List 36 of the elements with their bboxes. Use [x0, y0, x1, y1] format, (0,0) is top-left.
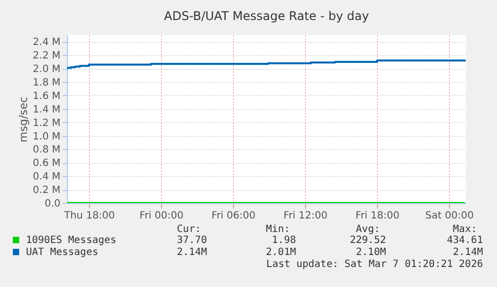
x-tick-label: Fri 18:00	[356, 210, 400, 222]
text: 2.10M	[356, 247, 386, 258]
legend-label: 1090ES Messages	[26, 235, 116, 246]
y-tick-label: 0.8 M	[32, 144, 60, 156]
text: Avg:	[356, 224, 380, 235]
text: Min:	[266, 224, 290, 235]
legend-label: UAT Messages	[26, 247, 98, 258]
y-tick-label: 1.0 M	[32, 131, 60, 142]
y-tick-label: 2.0 M	[32, 64, 60, 76]
y-tick-label: 1.4 M	[32, 104, 60, 116]
x-tick-label: Sat 00:00	[425, 210, 474, 222]
x-tick-label: Fri 06:00	[212, 210, 256, 222]
y-tick-label: 1.8 M	[32, 78, 60, 89]
text: 2.01M	[266, 247, 296, 258]
text: Last update: Sat Mar 7 01:20:21 2026	[266, 259, 483, 270]
x-tick-label: Fri 00:00	[140, 210, 184, 222]
text: Cur:	[176, 224, 201, 235]
text: 434.61	[446, 235, 483, 246]
text: 2.14M	[176, 247, 207, 258]
y-tick-label: 0.2 M	[32, 185, 60, 196]
y-tick-label: 2.4 M	[32, 37, 60, 48]
text: Max:	[452, 224, 477, 235]
text: 229.52	[350, 235, 386, 246]
text: 1.98	[272, 235, 296, 246]
text: 37.70	[176, 235, 207, 246]
text: 2.14M	[452, 247, 483, 258]
y-tick-label: 0.0	[44, 198, 60, 210]
y-tick-label: 1.6 M	[32, 90, 60, 102]
x-tick-label: Thu 18:00	[63, 210, 115, 222]
y-tick-label: 1.2 M	[32, 118, 60, 129]
x-tick-label: Fri 12:00	[284, 210, 328, 222]
y-tick-label: 0.4 M	[32, 172, 60, 183]
y-tick-label: 2.2 M	[32, 50, 60, 62]
chart-title: ADS-B/UAT Message Rate - by day	[164, 9, 369, 23]
y-axis-title: msg/sec	[16, 96, 30, 142]
y-tick-label: 0.6 M	[32, 158, 60, 170]
